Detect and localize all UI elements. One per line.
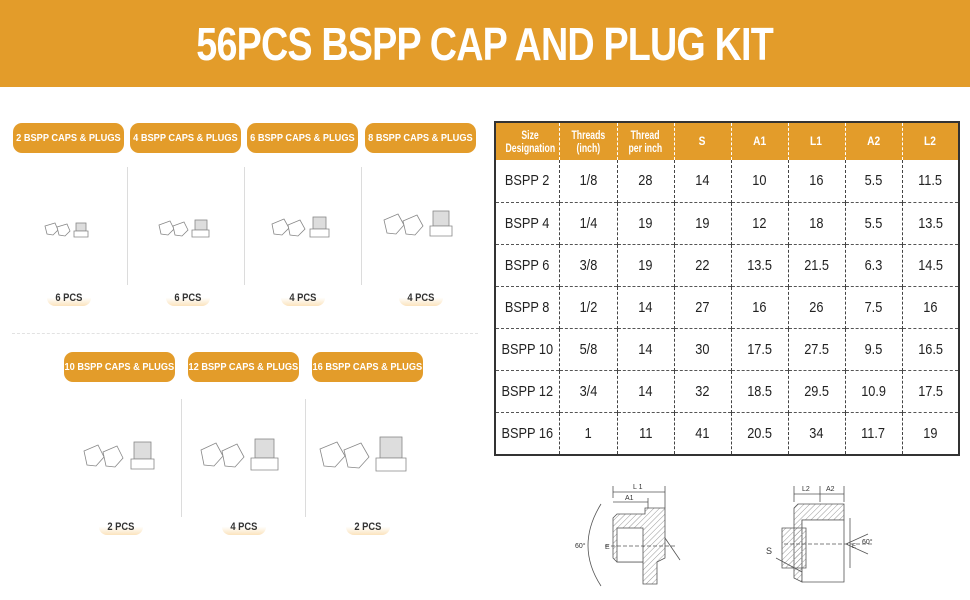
cap-dimension-diagram: L2 A2 60° S E [766,486,873,583]
header-thread-per-inch: Thread per inch [616,122,674,160]
cap-plug-image [82,439,158,471]
cap-plug-image [318,434,410,474]
column-divider [181,399,182,517]
cap-plug-image [382,208,456,238]
dim-angle-label: 60° [575,542,586,550]
header-l1: L1 [787,122,845,160]
table-row: BSPP 10 5/8 14 30 17.5 27.5 9.5 16.5 [495,328,959,371]
dim-l2-label: L2 [802,486,810,493]
table-row: BSPP 6 3/8 19 22 13.5 21.5 6.3 14.5 [495,243,959,287]
caps-and-plug-icon [319,436,407,472]
header-a2: A2 [844,122,902,160]
kit-item-label: 12 BSPP CAPS & PLUGS [188,352,299,382]
quantity-badge: 2 PCS [346,521,390,535]
cap-plug-image [199,436,281,472]
quantity-badge: 4 PCS [222,521,266,535]
caps-and-plug-icon [200,438,279,471]
table-row: BSPP 16 1 11 41 20.5 34 11.7 19 [495,412,959,455]
kit-item-label: 16 BSPP CAPS & PLUGS [312,352,423,382]
row-divider [12,333,478,334]
table-header-row: Size Designation Threads (inch) Thread per … [495,122,959,160]
table-row: BSPP 2 1/8 28 14 10 16 5.5 11.5 [495,160,959,203]
table-row: BSPP 4 1/4 19 19 12 18 5.5 13.5 [495,201,959,245]
title-banner: 56PCS BSPP CAP AND PLUG KIT [0,0,970,87]
dim-l1-label: L 1 [633,484,643,491]
column-divider [127,167,128,285]
column-divider [305,399,306,517]
spec-table: Size Designation Threads (inch) Thread per … [494,121,960,456]
header-threads: Threads (inch) [558,122,617,160]
column-divider [244,167,245,285]
caps-and-plug-icon [271,216,330,238]
header-size-designation: Size Designation [495,122,559,160]
dim-a1-label: A1 [625,495,634,502]
quantity-badge: 4 PCS [399,292,443,306]
dim-s-label: S [766,546,772,556]
caps-and-plug-icon [83,441,155,470]
kit-item-label: 4 BSPP CAPS & PLUGS [130,123,241,153]
caps-and-plug-icon [44,222,89,238]
kit-item-label: 10 BSPP CAPS & PLUGS [64,352,175,382]
dim-angle-label: 60° [862,538,873,546]
table-row: BSPP 12 3/4 14 32 18.5 29.5 10.9 17.5 [495,370,959,413]
dim-e-label: E [852,544,856,550]
page-title: 56PCS BSPP CAP AND PLUG KIT [196,17,774,70]
kit-item-label: 6 BSPP CAPS & PLUGS [247,123,358,153]
quantity-badge: 6 PCS [47,292,91,306]
quantity-badge: 2 PCS [99,521,143,535]
quantity-badge: 4 PCS [281,292,325,306]
caps-and-plug-icon [383,210,453,237]
header-l2: L2 [901,122,959,160]
cap-plug-image [43,218,91,238]
quantity-badge: 6 PCS [166,292,210,306]
caps-and-plug-icon [158,219,210,238]
kit-item-label: 2 BSPP CAPS & PLUGS [13,123,124,153]
header-s: S [673,122,731,160]
kit-item-label: 8 BSPP CAPS & PLUGS [365,123,476,153]
column-divider [361,167,362,285]
table-row: BSPP 8 1/2 14 27 16 26 7.5 16 [495,285,959,329]
header-a1: A1 [730,122,788,160]
plug-dimension-diagram: L 1 A1 60° E [575,484,681,587]
dim-e-label: E [605,544,610,551]
cap-plug-image [270,214,332,238]
cap-plug-image [157,216,213,238]
dim-a2-label: A2 [826,486,835,493]
